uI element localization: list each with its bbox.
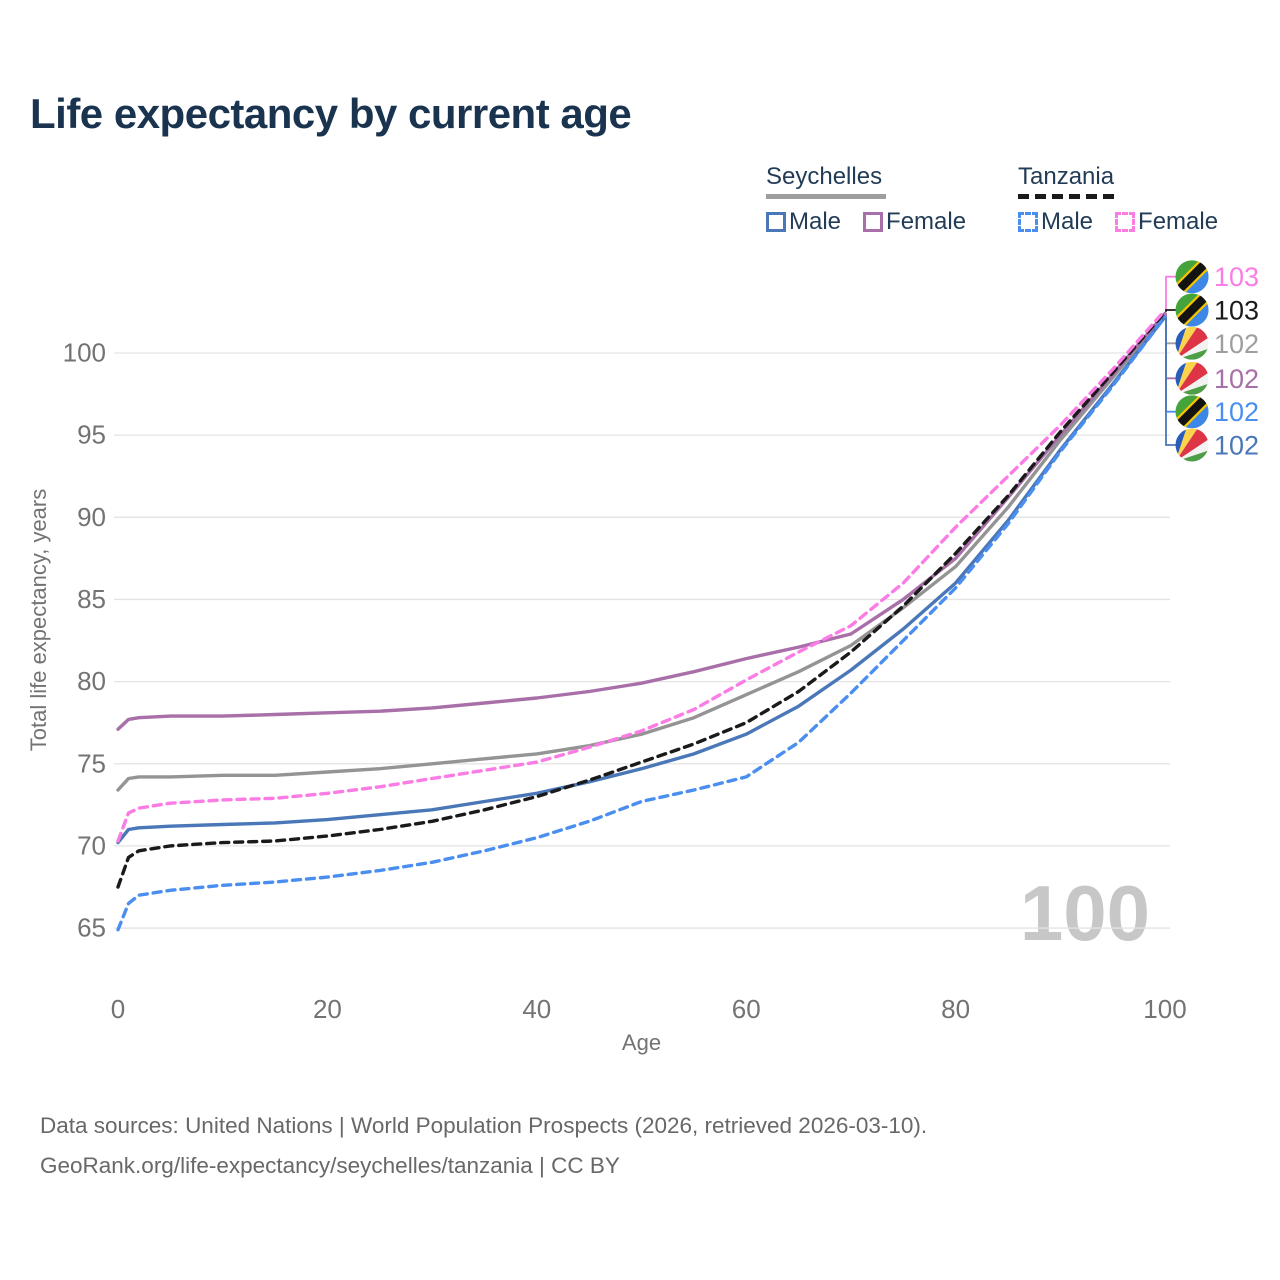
end-label-connector (1165, 275, 1176, 311)
legend-group-tanzania: Tanzania Male Female (1018, 163, 1218, 236)
end-value-label: 103 (1214, 296, 1259, 326)
y-tick-label: 90 (77, 502, 106, 532)
y-tick-label: 85 (77, 584, 106, 614)
x-tick-label: 60 (732, 994, 761, 1024)
seychelles-flag-icon (1175, 428, 1209, 462)
y-axis-title: Total life expectancy, years (26, 489, 51, 752)
seychelles-flag-icon (1175, 361, 1209, 395)
footer-source-line: Data sources: United Nations | World Pop… (40, 1113, 928, 1138)
end-value-label: 103 (1214, 262, 1259, 292)
y-tick-label: 70 (77, 830, 106, 860)
y-tick-label: 65 (77, 913, 106, 943)
tanzania-flag-icon (1175, 293, 1209, 327)
y-tick-label: 95 (77, 420, 106, 450)
legend-heading-seychelles: Seychelles (766, 163, 883, 190)
tanzania-dashed-line-swatch (1018, 194, 1120, 199)
x-tick-label: 100 (1143, 994, 1186, 1024)
legend-item-label: Female (886, 208, 967, 235)
end-label-connector (1165, 314, 1176, 380)
legend-item-label: Male (1041, 208, 1094, 235)
y-tick-label: 75 (77, 748, 106, 778)
legend-item-tanzania-male[interactable]: Male (1018, 208, 1093, 236)
seychelles-female-swatch-icon (863, 212, 884, 232)
end-value-label: 102 (1214, 364, 1259, 394)
series-line-tanzania-all[interactable] (116, 310, 1167, 889)
footer-url-line: GeoRank.org/life-expectancy/seychelles/t… (40, 1153, 620, 1178)
series-line-seychelles-female[interactable] (116, 311, 1167, 731)
seychelles-male-swatch-icon (766, 212, 786, 232)
page-title: Life expectancy by current age (30, 90, 632, 137)
legend-item-tanzania-female[interactable]: Female (1115, 208, 1218, 236)
y-tick-label: 80 (77, 666, 106, 696)
x-tick-label: 20 (313, 994, 342, 1024)
end-label-connector (1165, 316, 1176, 413)
seychelles-flag-icon (1175, 326, 1209, 360)
tanzania-female-swatch-icon (1115, 212, 1136, 232)
series-line-tanzania-male[interactable] (116, 315, 1167, 932)
x-tick-label: 80 (941, 994, 970, 1024)
legend-item-seychelles-male[interactable]: Male (766, 208, 841, 236)
end-value-label: 102 (1214, 329, 1259, 359)
x-tick-label: 0 (111, 994, 125, 1024)
end-label-connector (1165, 313, 1176, 345)
y-tick-label: 100 (63, 338, 106, 368)
legend-item-seychelles-female[interactable]: Female (863, 208, 966, 236)
series-line-tanzania-female[interactable] (116, 308, 1167, 843)
x-axis-title: Age (622, 1030, 661, 1055)
tanzania-male-swatch-icon (1018, 212, 1038, 232)
legend-group-seychelles: Seychelles Male Female (766, 163, 966, 236)
series-line-seychelles-male[interactable] (116, 315, 1167, 845)
chart-footer: Data sources: United Nations | World Pop… (40, 1106, 927, 1186)
age-watermark: 100 (1020, 869, 1150, 957)
tanzania-flag-icon (1175, 395, 1209, 429)
legend-item-label: Female (1138, 208, 1219, 235)
legend-item-label: Male (789, 208, 842, 235)
life-expectancy-line-chart: 100 65 70 75 80 85 90 95 100 0 20 40 60 80 100 Age Total… (26, 260, 1259, 1055)
x-tick-label: 40 (522, 994, 551, 1024)
end-label-connector (1165, 309, 1176, 312)
legend-heading-tanzania: Tanzania (1018, 163, 1115, 190)
tanzania-flag-icon (1175, 260, 1209, 294)
series-line-seychelles-all[interactable] (116, 311, 1167, 792)
end-label-connector (1165, 317, 1176, 446)
end-value-label: 102 (1214, 431, 1259, 461)
seychelles-solid-line-swatch (766, 194, 886, 199)
end-value-label: 102 (1214, 397, 1259, 427)
